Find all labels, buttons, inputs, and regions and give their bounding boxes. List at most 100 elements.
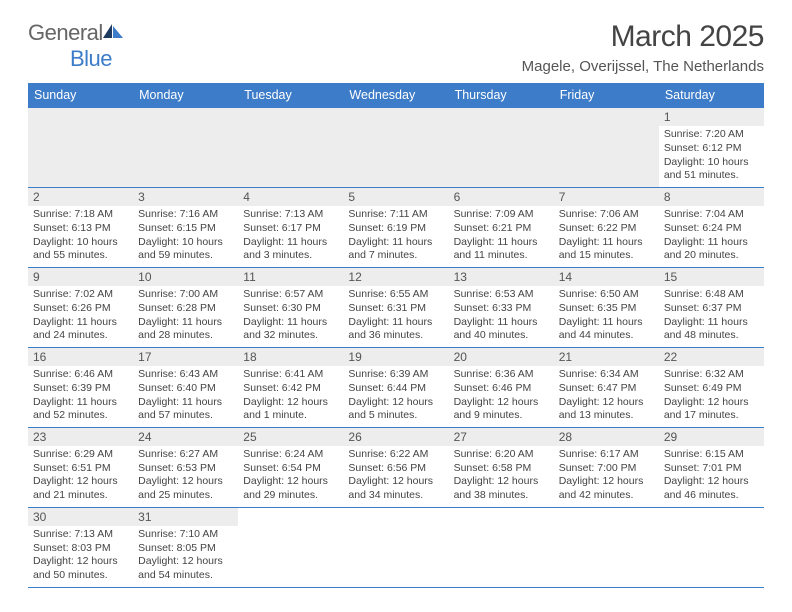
day-number: 27 [449,428,554,446]
daylight-line: Daylight: 12 hours and 5 minutes. [348,396,443,423]
sunrise-line: Sunrise: 7:20 AM [664,128,759,142]
sunrise-line: Sunrise: 7:10 AM [138,528,233,542]
daylight-line: Daylight: 11 hours and 40 minutes. [454,316,549,343]
sunset-line: Sunset: 6:54 PM [243,462,338,476]
daylight-line: Daylight: 11 hours and 48 minutes. [664,316,759,343]
day-number: 3 [133,188,238,206]
calendar-cell: 19Sunrise: 6:39 AMSunset: 6:44 PMDayligh… [343,347,448,427]
page-title: March 2025 [522,20,764,54]
sunrise-line: Sunrise: 7:04 AM [664,208,759,222]
daylight-line: Daylight: 11 hours and 7 minutes. [348,236,443,263]
sunset-line: Sunset: 7:00 PM [559,462,654,476]
sunset-line: Sunset: 6:53 PM [138,462,233,476]
calendar-row: 23Sunrise: 6:29 AMSunset: 6:51 PMDayligh… [28,427,764,507]
weekday-header-row: SundayMondayTuesdayWednesdayThursdayFrid… [28,83,764,108]
calendar-cell: 30Sunrise: 7:13 AMSunset: 8:03 PMDayligh… [28,507,133,587]
sunrise-line: Sunrise: 6:48 AM [664,288,759,302]
day-body: Sunrise: 6:20 AMSunset: 6:58 PMDaylight:… [449,446,554,507]
calendar-row: 2Sunrise: 7:18 AMSunset: 6:13 PMDaylight… [28,187,764,267]
sunrise-line: Sunrise: 7:13 AM [33,528,128,542]
day-number: 17 [133,348,238,366]
calendar-cell: 27Sunrise: 6:20 AMSunset: 6:58 PMDayligh… [449,427,554,507]
calendar-cell: 17Sunrise: 6:43 AMSunset: 6:40 PMDayligh… [133,347,238,427]
sunset-line: Sunset: 6:46 PM [454,382,549,396]
day-number: 21 [554,348,659,366]
calendar-cell [659,507,764,587]
sunrise-line: Sunrise: 6:46 AM [33,368,128,382]
daylight-line: Daylight: 12 hours and 54 minutes. [138,555,233,582]
day-body: Sunrise: 7:10 AMSunset: 8:05 PMDaylight:… [133,526,238,587]
calendar-cell: 4Sunrise: 7:13 AMSunset: 6:17 PMDaylight… [238,187,343,267]
daylight-line: Daylight: 11 hours and 44 minutes. [559,316,654,343]
sunrise-line: Sunrise: 6:50 AM [559,288,654,302]
calendar-row: 1Sunrise: 7:20 AMSunset: 6:12 PMDaylight… [28,108,764,188]
daylight-line: Daylight: 12 hours and 42 minutes. [559,475,654,502]
daylight-line: Daylight: 11 hours and 57 minutes. [138,396,233,423]
day-body: Sunrise: 6:57 AMSunset: 6:30 PMDaylight:… [238,286,343,347]
calendar-cell: 7Sunrise: 7:06 AMSunset: 6:22 PMDaylight… [554,187,659,267]
calendar-cell: 1Sunrise: 7:20 AMSunset: 6:12 PMDaylight… [659,108,764,188]
sunset-line: Sunset: 8:05 PM [138,542,233,556]
daylight-line: Daylight: 12 hours and 17 minutes. [664,396,759,423]
calendar-row: 9Sunrise: 7:02 AMSunset: 6:26 PMDaylight… [28,267,764,347]
sunrise-line: Sunrise: 6:15 AM [664,448,759,462]
daylight-line: Daylight: 11 hours and 52 minutes. [33,396,128,423]
sunset-line: Sunset: 6:15 PM [138,222,233,236]
sunset-line: Sunset: 6:39 PM [33,382,128,396]
sunset-line: Sunset: 6:28 PM [138,302,233,316]
day-body: Sunrise: 6:27 AMSunset: 6:53 PMDaylight:… [133,446,238,507]
calendar-cell: 20Sunrise: 6:36 AMSunset: 6:46 PMDayligh… [449,347,554,427]
day-body: Sunrise: 6:48 AMSunset: 6:37 PMDaylight:… [659,286,764,347]
day-body: Sunrise: 7:02 AMSunset: 6:26 PMDaylight:… [28,286,133,347]
sunrise-line: Sunrise: 7:16 AM [138,208,233,222]
weekday-header: Friday [554,83,659,108]
daylight-line: Daylight: 12 hours and 21 minutes. [33,475,128,502]
sunrise-line: Sunrise: 6:34 AM [559,368,654,382]
sunrise-line: Sunrise: 6:57 AM [243,288,338,302]
sunrise-line: Sunrise: 7:06 AM [559,208,654,222]
day-number: 5 [343,188,448,206]
day-number: 10 [133,268,238,286]
sunrise-line: Sunrise: 7:09 AM [454,208,549,222]
day-number: 19 [343,348,448,366]
logo-text-2: Blue [70,46,112,71]
calendar-cell [238,507,343,587]
daylight-line: Daylight: 12 hours and 46 minutes. [664,475,759,502]
calendar-cell: 15Sunrise: 6:48 AMSunset: 6:37 PMDayligh… [659,267,764,347]
sunset-line: Sunset: 6:19 PM [348,222,443,236]
logo-text-1: General [28,20,103,45]
day-body: Sunrise: 6:53 AMSunset: 6:33 PMDaylight:… [449,286,554,347]
day-number: 12 [343,268,448,286]
sunset-line: Sunset: 6:21 PM [454,222,549,236]
sunset-line: Sunset: 8:03 PM [33,542,128,556]
day-body: Sunrise: 6:39 AMSunset: 6:44 PMDaylight:… [343,366,448,427]
day-number: 15 [659,268,764,286]
sunset-line: Sunset: 6:13 PM [33,222,128,236]
sail-icon [101,22,125,40]
logo-text: GeneralBlue [28,20,125,72]
calendar-body: 1Sunrise: 7:20 AMSunset: 6:12 PMDaylight… [28,108,764,588]
calendar-cell [343,507,448,587]
calendar-cell: 24Sunrise: 6:27 AMSunset: 6:53 PMDayligh… [133,427,238,507]
calendar-cell: 5Sunrise: 7:11 AMSunset: 6:19 PMDaylight… [343,187,448,267]
day-number: 14 [554,268,659,286]
daylight-line: Daylight: 12 hours and 1 minute. [243,396,338,423]
day-body: Sunrise: 6:46 AMSunset: 6:39 PMDaylight:… [28,366,133,427]
daylight-line: Daylight: 12 hours and 29 minutes. [243,475,338,502]
sunrise-line: Sunrise: 6:24 AM [243,448,338,462]
calendar-cell: 21Sunrise: 6:34 AMSunset: 6:47 PMDayligh… [554,347,659,427]
calendar-cell: 28Sunrise: 6:17 AMSunset: 7:00 PMDayligh… [554,427,659,507]
calendar-cell: 23Sunrise: 6:29 AMSunset: 6:51 PMDayligh… [28,427,133,507]
sunset-line: Sunset: 6:35 PM [559,302,654,316]
daylight-line: Daylight: 11 hours and 20 minutes. [664,236,759,263]
day-body: Sunrise: 7:06 AMSunset: 6:22 PMDaylight:… [554,206,659,267]
day-body: Sunrise: 6:34 AMSunset: 6:47 PMDaylight:… [554,366,659,427]
day-body: Sunrise: 6:32 AMSunset: 6:49 PMDaylight:… [659,366,764,427]
day-body: Sunrise: 7:18 AMSunset: 6:13 PMDaylight:… [28,206,133,267]
day-number: 23 [28,428,133,446]
sunrise-line: Sunrise: 6:29 AM [33,448,128,462]
calendar-cell: 22Sunrise: 6:32 AMSunset: 6:49 PMDayligh… [659,347,764,427]
sunset-line: Sunset: 6:24 PM [664,222,759,236]
day-body: Sunrise: 6:55 AMSunset: 6:31 PMDaylight:… [343,286,448,347]
day-body: Sunrise: 7:09 AMSunset: 6:21 PMDaylight:… [449,206,554,267]
